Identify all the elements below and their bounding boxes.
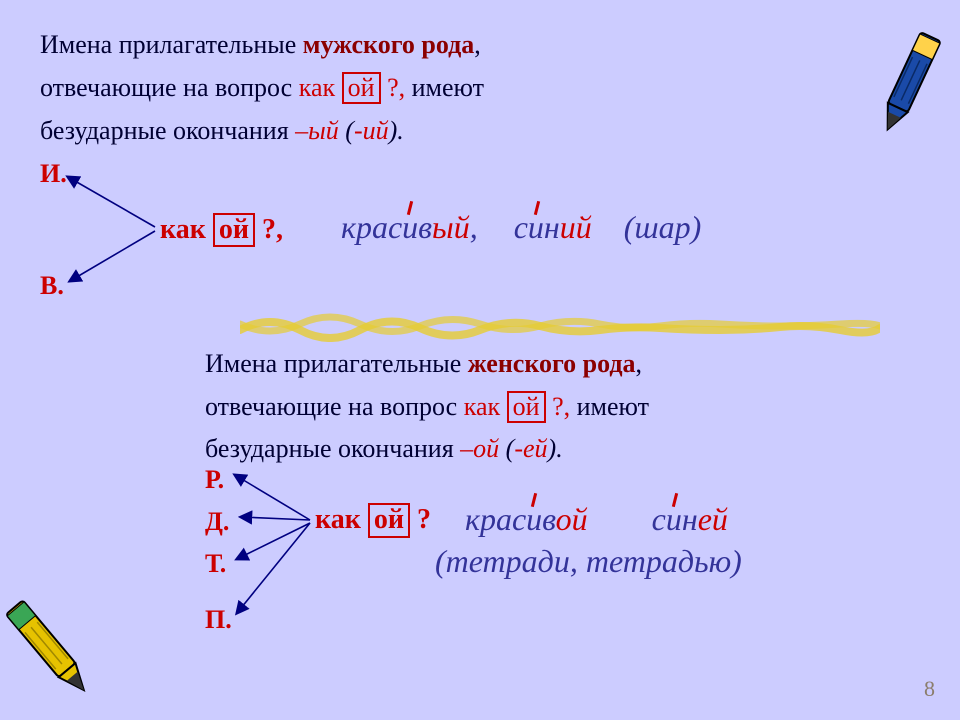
word-stem: в (542, 501, 555, 537)
text: Имена прилагательные (40, 30, 303, 59)
stressed-vowel: и (526, 501, 542, 538)
rule1-line3: безударные окончания –ый (-ий). (40, 110, 860, 153)
rule1-line2: отвечающие на вопрос как ой ?, имеют (40, 67, 860, 110)
ending: –ый (295, 116, 339, 145)
boxed-suffix: ой (342, 72, 381, 105)
question-word: как (160, 214, 206, 245)
text: ( (339, 116, 354, 145)
text: имеют (405, 73, 484, 102)
word-stem: в (418, 209, 432, 245)
boxed-suffix: ой (507, 391, 546, 424)
qmark: ?, (546, 392, 571, 421)
question-word: как (299, 73, 335, 102)
text: , (474, 30, 481, 59)
page-number: 8 (924, 676, 935, 702)
ending: ий (560, 209, 592, 245)
text: ). (548, 434, 563, 463)
rule1-line1: Имена прилагательные мужского рода, (40, 24, 860, 67)
qmark: ? (410, 504, 431, 535)
fem-gender: женского рода (468, 349, 636, 378)
yellow-scribble (240, 312, 880, 342)
example-2-nouns: (тетради, тетрадью) (435, 543, 742, 580)
example-1: как ой ?, красивый, синий (шар) (160, 209, 701, 248)
text: Имена прилагательные (205, 349, 468, 378)
rule2-line2: отвечающие на вопрос как ой ?, имеют (205, 386, 860, 429)
rule2-line1: Имена прилагательные женского рода, (205, 343, 860, 386)
example-2-words: красивой синей (465, 501, 728, 538)
boxed-suffix: ой (368, 503, 410, 538)
word-stem: крас (465, 501, 526, 537)
example-2-question: как ой ? (315, 503, 431, 538)
ending: –ой (460, 434, 499, 463)
text: отвечающие на вопрос (40, 73, 299, 102)
word-stem: крас (341, 209, 402, 245)
text: отвечающие на вопрос (205, 392, 464, 421)
boxed-suffix: ой (213, 213, 255, 248)
question-word: как (315, 504, 361, 535)
ending: ой (556, 501, 588, 537)
text: имеют (570, 392, 649, 421)
text: безударные окончания (205, 434, 460, 463)
question-word: как (464, 392, 500, 421)
qmark: ?, (255, 214, 283, 245)
word-stem: син (514, 209, 560, 246)
ending: ей (698, 501, 728, 537)
word-stem: син (652, 501, 698, 538)
masc-gender: мужского рода (303, 30, 474, 59)
ending: -ей (514, 434, 547, 463)
qmark: ?, (381, 73, 406, 102)
ending: ый (432, 209, 470, 245)
text: ). (389, 116, 404, 145)
slide-content: Имена прилагательные мужского рода, отве… (40, 24, 860, 655)
text: безударные окончания (40, 116, 295, 145)
text: , (636, 349, 643, 378)
stressed-vowel: и (402, 209, 418, 246)
arrow-diagram-2 (205, 465, 365, 655)
comma: , (470, 209, 478, 245)
noun: (шар) (624, 209, 701, 245)
crayon-top-right (870, 14, 950, 144)
ending: -ий (354, 116, 389, 145)
text: ( (499, 434, 514, 463)
